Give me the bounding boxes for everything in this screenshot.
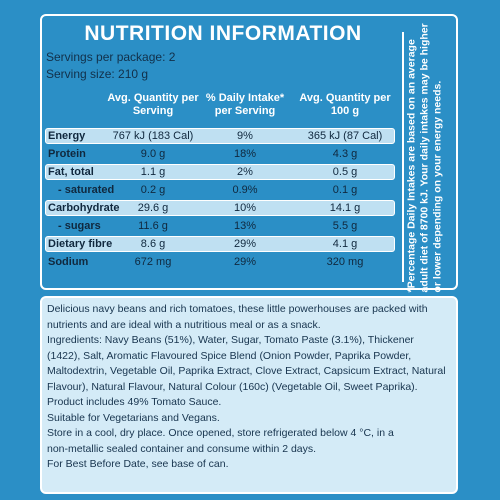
column-header: Avg. Quantity per 100 g [299,92,391,117]
cell-value: 10% [233,202,257,214]
row-label: Dietary fibre [48,238,113,250]
cell-value: 2% [237,166,253,178]
cell-value: 767 kJ (183 Cal) [112,130,194,142]
cell-value: 320 mg [326,256,364,268]
row-label: - saturated [58,184,115,196]
cell-value: 29% [233,256,257,268]
row-label: Energy [48,130,86,142]
cell-value: 0.5 g [332,166,358,178]
description-line: (1422), Salt, Aromatic Flavoured Spice B… [47,349,412,362]
cell-value: 11.6 g [138,220,168,232]
cell-value: 14.1 g [329,202,361,214]
table-row [45,128,395,144]
cell-value: 5.5 g [332,220,358,232]
cell-value: 1.1 g [140,166,166,178]
cell-value: 9.0 g [140,148,166,160]
cell-value: 18% [233,148,257,160]
footnote: *Percentage Daily Intakes are based on a… [405,23,444,293]
cell-value: 29.6 g [137,202,169,214]
description-line: Store in a cool, dry place. Once opened,… [47,427,394,439]
description-line: Delicious navy beans and rich tomatoes, … [47,303,428,315]
cell-value: 0.2 g [140,184,166,196]
serving-size: Serving size: 210 g [46,67,149,81]
cell-value: 8.6 g [140,238,166,250]
cell-value: 672 mg [134,256,172,268]
row-label: Carbohydrate [48,202,120,214]
cell-value: 13% [233,220,257,232]
table-row [45,164,395,180]
description-line: Product includes 49% Tomato Sauce. [47,396,222,408]
column-header: % Daily Intake* per Serving [205,92,285,117]
description-line: Ingredients: Navy Beans (51%), Water, Su… [47,334,414,346]
servings-per-package: Servings per package: 2 [46,50,176,64]
cell-value: 29% [233,238,257,250]
row-label: - sugars [58,220,101,232]
description-line: Flavour), Natural Flavour, Natural Colou… [47,380,418,393]
title: NUTRITION INFORMATION [84,22,362,45]
cell-value: 4.1 g [332,238,358,250]
footnote-box [402,32,454,282]
column-header: Avg. Quantity per Serving [107,92,199,117]
cell-value: 0.1 g [332,184,358,196]
nutrition-panel [40,14,458,290]
cell-value: 9% [237,130,253,142]
cell-value: 365 kJ (87 Cal) [307,130,383,142]
table-row [45,200,395,216]
description-line: Maltodextrin, Vegetable Oil, Paprika Ext… [47,365,446,377]
description-line: non-metallic sealed container and consum… [47,442,317,455]
description-panel: Delicious navy beans and rich tomatoes, … [40,296,458,494]
description-line: nutrients and are ideal with a nutritiou… [47,318,321,331]
row-label: Sodium [48,256,89,268]
description-line: For Best Before Date, see base of can. [47,458,229,470]
cell-value: 4.3 g [332,148,358,160]
description-line: Suitable for Vegetarians and Vegans. [47,411,220,424]
row-label: Fat, total [48,166,94,178]
table-row [45,236,395,252]
cell-value: 0.9% [232,184,258,196]
row-label: Protein [48,148,86,160]
